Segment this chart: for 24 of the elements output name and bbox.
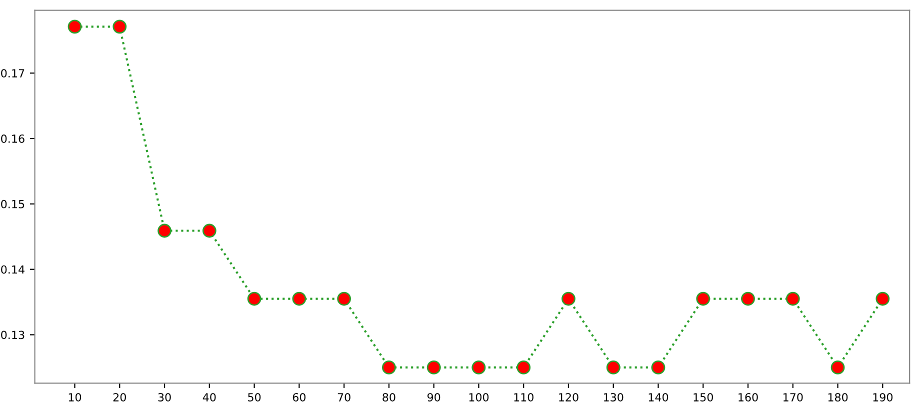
x-tick-label: 30: [158, 393, 171, 402]
x-tick-label: 50: [248, 393, 261, 402]
x-tick-label: 190: [873, 393, 893, 402]
x-tick-label: 20: [113, 393, 126, 402]
x-tick-label: 70: [338, 393, 350, 402]
x-tick-label: 10: [68, 393, 82, 402]
x-tick-label: 40: [202, 393, 216, 402]
x-tick-label: 160: [738, 393, 758, 402]
y-tick-label: 0.15: [1, 200, 24, 208]
y-tick-label: 0.14: [1, 265, 24, 274]
x-tick-label: 120: [559, 393, 578, 402]
x-tick-label: 130: [604, 393, 624, 402]
y-tick-label: 0.17: [1, 69, 24, 78]
x-tick-label: 170: [784, 393, 803, 402]
x-tick-label: 60: [292, 393, 306, 402]
y-tick-label: 0.16: [1, 134, 24, 143]
x-tick-label: 80: [382, 393, 396, 402]
x-tick-label: 100: [469, 393, 489, 402]
x-tick-label: 180: [828, 393, 848, 402]
x-tick-label: 150: [694, 393, 713, 402]
y-tick-label: 0.13: [1, 330, 24, 340]
x-tick-label: 140: [648, 393, 668, 402]
x-tick-label: 110: [514, 393, 534, 402]
x-tick-label: 90: [427, 393, 440, 402]
